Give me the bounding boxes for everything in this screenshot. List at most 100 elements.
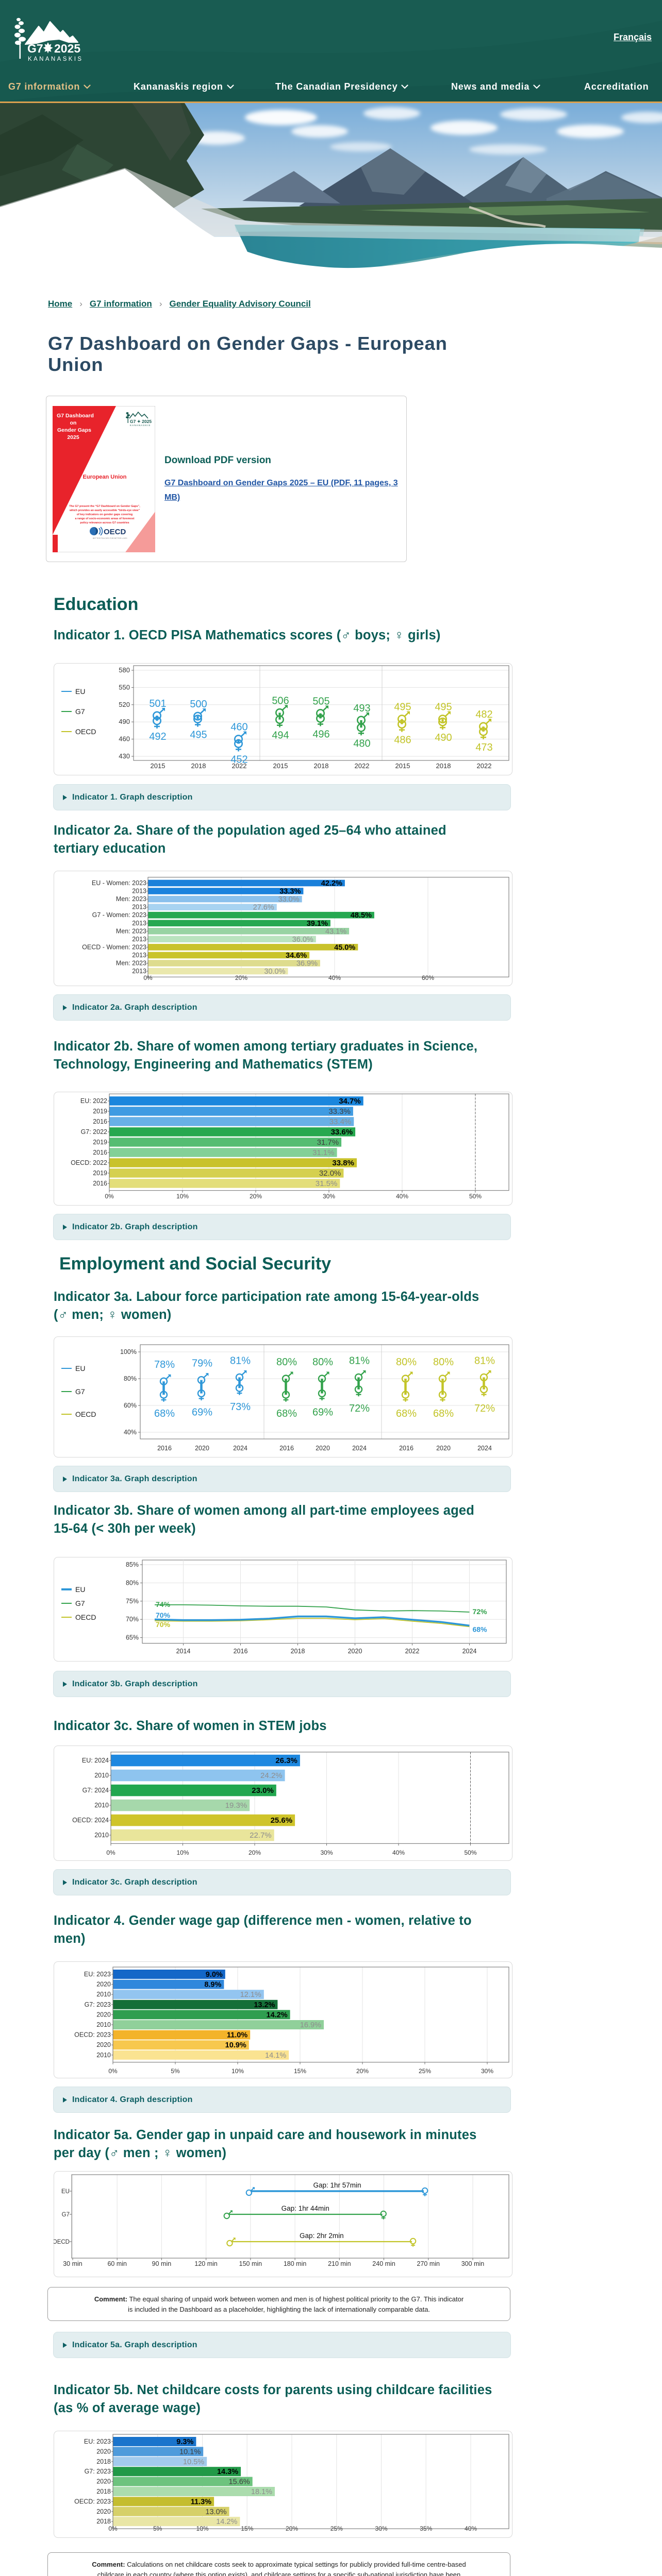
svg-text:60 min: 60 min: [107, 2260, 127, 2267]
svg-text:24.2%: 24.2%: [260, 1771, 283, 1780]
svg-text:34.7%: 34.7%: [339, 1097, 361, 1106]
svg-text:12.1%: 12.1%: [240, 1991, 261, 1999]
svg-text:73%: 73%: [230, 1401, 251, 1413]
svg-text:78%: 78%: [154, 1359, 175, 1370]
svg-text:45.0%: 45.0%: [334, 943, 355, 952]
svg-text:G7: G7: [75, 707, 85, 716]
svg-text:10.9%: 10.9%: [225, 2041, 246, 2049]
svg-text:2016: 2016: [93, 1180, 107, 1187]
svg-text:G7 - Women: 2023: G7 - Women: 2023: [92, 911, 146, 919]
svg-text:2016: 2016: [234, 1648, 248, 1655]
svg-text:31.7%: 31.7%: [317, 1138, 339, 1147]
svg-text:2018: 2018: [291, 1648, 305, 1655]
svg-text:2013: 2013: [132, 952, 146, 959]
svg-text:2015: 2015: [395, 762, 410, 770]
svg-text:68%: 68%: [154, 1408, 175, 1419]
svg-text:2013: 2013: [132, 904, 146, 911]
svg-text:2016: 2016: [279, 1445, 294, 1452]
svg-text:482: 482: [475, 709, 492, 720]
svg-text:2015: 2015: [273, 762, 288, 770]
svg-text:OECD: OECD: [75, 1410, 96, 1418]
svg-text:33.3%: 33.3%: [328, 1107, 351, 1116]
svg-text:European Union: European Union: [83, 474, 127, 480]
svg-text:G7: G7: [27, 42, 43, 55]
svg-text:Men: 2023: Men: 2023: [116, 960, 146, 967]
svg-text:a range of socio-economic area: a range of socio-economic areas of forem…: [75, 517, 134, 520]
svg-text:20%: 20%: [249, 1849, 261, 1856]
svg-text:2010: 2010: [96, 1991, 111, 1998]
svg-text:72%: 72%: [349, 1403, 370, 1414]
svg-text:2019: 2019: [93, 1170, 107, 1177]
svg-text:2014: 2014: [176, 1648, 191, 1655]
svg-text:0%: 0%: [108, 2067, 118, 2075]
svg-text:2018: 2018: [96, 2488, 111, 2495]
svg-text:580: 580: [119, 666, 130, 674]
svg-text:2019: 2019: [93, 1108, 107, 1115]
svg-text:2024: 2024: [233, 1445, 247, 1452]
svg-text:18.1%: 18.1%: [251, 2488, 272, 2496]
svg-text:68%: 68%: [396, 1408, 417, 1419]
svg-text:430: 430: [119, 752, 130, 760]
svg-text:2022: 2022: [232, 762, 247, 770]
svg-text:2020: 2020: [195, 1445, 209, 1452]
svg-text:50%: 50%: [464, 1849, 476, 1856]
svg-text:15%: 15%: [294, 2067, 306, 2075]
svg-text:EU: EU: [75, 1364, 85, 1372]
svg-text:506: 506: [272, 695, 289, 706]
svg-text:495: 495: [394, 702, 411, 713]
svg-text:42.2%: 42.2%: [321, 879, 342, 888]
svg-text:30 min: 30 min: [63, 2260, 82, 2267]
svg-text:486: 486: [394, 735, 411, 746]
svg-text:40%: 40%: [392, 1849, 405, 1856]
svg-text:G7: 2023: G7: 2023: [85, 2468, 111, 2475]
svg-text:60%: 60%: [124, 1402, 137, 1409]
svg-text:80%: 80%: [276, 1357, 297, 1368]
svg-text:100%: 100%: [120, 1348, 137, 1355]
svg-text:2010: 2010: [94, 1802, 109, 1809]
svg-text:33.6%: 33.6%: [331, 1128, 353, 1137]
svg-text:9.0%: 9.0%: [206, 1971, 223, 1979]
svg-text:31.1%: 31.1%: [312, 1148, 335, 1157]
svg-text:2020: 2020: [96, 1981, 111, 1988]
svg-text:2020: 2020: [96, 2478, 111, 2485]
svg-text:501: 501: [149, 698, 166, 709]
svg-text:43.1%: 43.1%: [325, 927, 346, 936]
svg-text:20%: 20%: [250, 1193, 262, 1200]
svg-text:26.3%: 26.3%: [275, 1756, 297, 1765]
svg-text:70%: 70%: [126, 1616, 139, 1623]
svg-text:2020: 2020: [436, 1445, 451, 1452]
svg-text:on: on: [70, 420, 77, 426]
svg-text:2020: 2020: [96, 2448, 111, 2455]
svg-text:KANANASKIS: KANANASKIS: [130, 424, 151, 427]
svg-text:OECD: OECD: [75, 727, 96, 736]
svg-text:2013: 2013: [132, 920, 146, 927]
svg-text:494: 494: [272, 730, 289, 741]
svg-text:2010: 2010: [94, 1772, 109, 1779]
svg-text:Men: 2023: Men: 2023: [116, 927, 146, 935]
svg-text:72%: 72%: [474, 1403, 495, 1414]
svg-text:G7: 2023: G7: 2023: [85, 2001, 111, 2008]
svg-text:2016: 2016: [93, 1149, 107, 1156]
svg-text:G7 Dashboard: G7 Dashboard: [57, 413, 94, 419]
svg-text:31.5%: 31.5%: [316, 1179, 338, 1188]
svg-text:G7: G7: [62, 2212, 70, 2218]
svg-text:10.1%: 10.1%: [179, 2448, 201, 2456]
svg-text:490: 490: [119, 718, 130, 725]
svg-text:2022: 2022: [355, 762, 370, 770]
svg-text:180 min: 180 min: [284, 2260, 307, 2267]
svg-text:210 min: 210 min: [328, 2260, 351, 2267]
svg-text:460: 460: [230, 722, 247, 733]
svg-text:69%: 69%: [192, 1407, 212, 1418]
svg-text:270 min: 270 min: [417, 2260, 440, 2267]
svg-text:300 min: 300 min: [461, 2260, 485, 2267]
svg-text:520: 520: [119, 701, 130, 708]
svg-text:74%: 74%: [156, 1600, 171, 1608]
svg-text:14.2%: 14.2%: [267, 2011, 288, 2019]
svg-text:14.2%: 14.2%: [216, 2518, 237, 2526]
svg-text:EU: EU: [75, 1585, 85, 1594]
svg-text:75%: 75%: [126, 1598, 139, 1605]
svg-text:16.9%: 16.9%: [300, 2021, 321, 2029]
svg-text:473: 473: [475, 742, 492, 753]
svg-text:10%: 10%: [176, 1849, 189, 1856]
svg-text:50%: 50%: [469, 1193, 482, 1200]
